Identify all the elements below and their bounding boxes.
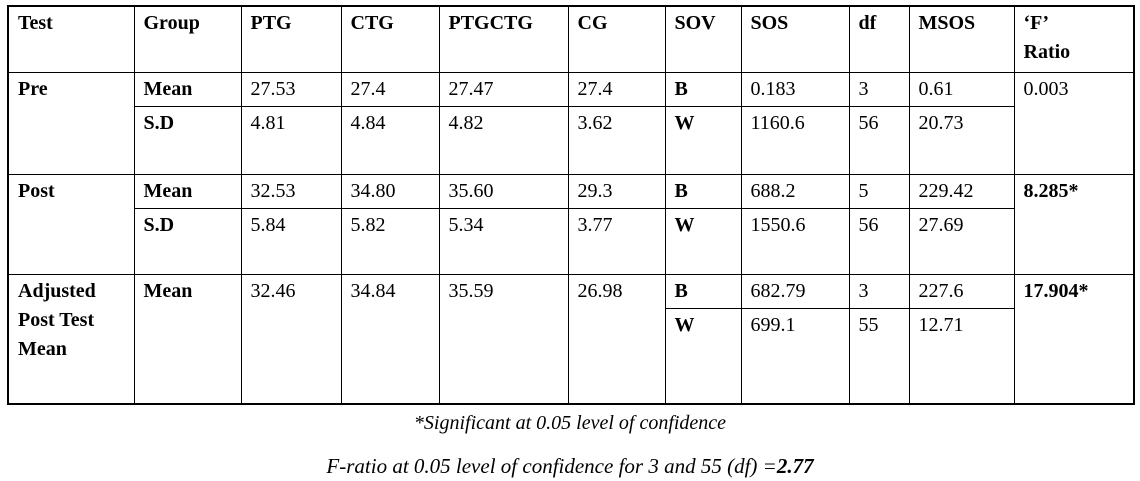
cell-adjusted-w-msos: 12.71	[908, 307, 1015, 405]
footnote-significance: *Significant at 0.05 level of confidence	[413, 412, 727, 434]
cell-adjusted-b-msos: 227.6	[908, 273, 1015, 309]
cell-post-sd-df: 56	[848, 207, 910, 275]
cell-pre-sd-ptgctg: 4.82	[438, 105, 569, 175]
cell-post-sd-sos: 1550.6	[740, 207, 850, 275]
cell-pre-f-ratio: 0.003	[1013, 71, 1135, 175]
adjusted-w-row: W 699.1 55 12.71	[8, 307, 1134, 405]
cell-pre-mean-ptgctg: 27.47	[438, 71, 569, 107]
post-mean-row: Post Mean 32.53 34.80 35.60 29.3 B 688.2…	[7, 173, 1135, 275]
cell-post-mean-ptgctg: 35.60	[438, 173, 569, 209]
cell-pre-sd-df: 56	[848, 105, 910, 175]
header-ptgctg: PTGCTG	[438, 5, 569, 73]
header-msos: MSOS	[908, 5, 1015, 73]
cell-pre-sd-group: S.D	[133, 105, 242, 175]
cell-adjusted-ctg: 34.84	[340, 273, 440, 405]
cell-pre-sd-sos: 1160.6	[740, 105, 850, 175]
cell-pre-mean-df: 3	[848, 71, 910, 107]
cell-adjusted-cg: 26.98	[567, 273, 666, 405]
cell-adjusted-b-sos: 682.79	[740, 273, 850, 309]
header-test: Test	[7, 5, 135, 73]
cell-adjusted-w-sos: 699.1	[740, 307, 850, 405]
cell-adjusted-b-sov: B	[664, 273, 742, 309]
cell-pre-sd-cg: 3.62	[567, 105, 666, 175]
cell-pre-sd-sov: W	[664, 105, 742, 175]
adjusted-b-row: Adjusted Post Test Mean Mean 32.46 34.84…	[7, 273, 1135, 405]
header-row: Test Group PTG CTG PTGCTG CG SOV SOS df …	[7, 5, 1135, 73]
header-df: df	[848, 5, 910, 73]
cell-pre-sd-ctg: 4.84	[340, 105, 440, 175]
anova-table: Test Group PTG CTG PTGCTG CG SOV SOS df …	[7, 5, 1135, 405]
cell-post-sd-sov: W	[664, 207, 742, 275]
cell-adjusted-w-df: 55	[848, 307, 910, 405]
cell-pre-mean-ptg: 27.53	[240, 71, 342, 107]
cell-post-sd-msos: 27.69	[908, 207, 1015, 275]
header-ptg: PTG	[240, 5, 342, 73]
header-sov: SOV	[664, 5, 742, 73]
cell-adjusted-w-sov: W	[664, 307, 742, 405]
cell-post-sd-ptgctg: 5.34	[438, 207, 569, 275]
post-sd-row: S.D 5.84 5.82 5.34 3.77 W 1550.6 56 27.6…	[8, 207, 1134, 275]
cell-post-test: Post	[7, 173, 135, 275]
cell-pre-mean-msos: 0.61	[908, 71, 1015, 107]
cell-adjusted-ptgctg: 35.59	[438, 273, 569, 405]
cell-post-mean-df: 5	[848, 173, 910, 209]
cell-post-mean-group: Mean	[133, 173, 242, 209]
cell-post-sd-ctg: 5.82	[340, 207, 440, 275]
header-ctg: CTG	[340, 5, 440, 73]
footnote-f-critical: F-ratio at 0.05 level of confidence for …	[0, 454, 1140, 479]
cell-pre-mean-ctg: 27.4	[340, 71, 440, 107]
cell-pre-sd-msos: 20.73	[908, 105, 1015, 175]
cell-pre-mean-cg: 27.4	[567, 71, 666, 107]
cell-post-sd-group: S.D	[133, 207, 242, 275]
cell-post-sd-cg: 3.77	[567, 207, 666, 275]
cell-pre-sd-ptg: 4.81	[240, 105, 342, 175]
cell-post-mean-ctg: 34.80	[340, 173, 440, 209]
cell-post-mean-msos: 229.42	[908, 173, 1015, 209]
header-cg: CG	[567, 5, 666, 73]
cell-post-mean-ptg: 32.53	[240, 173, 342, 209]
footnote-f-critical-value: 2.77	[776, 454, 814, 478]
cell-pre-test: Pre	[7, 71, 135, 175]
footnote-f-critical-prefix: F-ratio at 0.05 level of confidence for …	[326, 454, 777, 478]
cell-adjusted-b-df: 3	[848, 273, 910, 309]
cell-pre-mean-sos: 0.183	[740, 71, 850, 107]
cell-adjusted-f-ratio: 17.904*	[1013, 273, 1135, 405]
pre-sd-row: S.D 4.81 4.84 4.82 3.62 W 1160.6 56 20.7…	[8, 105, 1134, 175]
cell-adjusted-test: Adjusted Post Test Mean	[7, 273, 135, 405]
header-f-ratio: ‘F’ Ratio	[1013, 5, 1135, 73]
cell-post-mean-cg: 29.3	[567, 173, 666, 209]
cell-adjusted-group: Mean	[133, 273, 242, 405]
cell-post-f-ratio: 8.285*	[1013, 173, 1135, 275]
header-group: Group	[133, 5, 242, 73]
cell-post-sd-ptg: 5.84	[240, 207, 342, 275]
cell-pre-mean-group: Mean	[133, 71, 242, 107]
header-sos: SOS	[740, 5, 850, 73]
pre-mean-row: Pre Mean 27.53 27.4 27.47 27.4 B 0.183 3…	[7, 71, 1135, 175]
cell-adjusted-ptg: 32.46	[240, 273, 342, 405]
cell-post-mean-sov: B	[664, 173, 742, 209]
cell-pre-mean-sov: B	[664, 71, 742, 107]
cell-post-mean-sos: 688.2	[740, 173, 850, 209]
